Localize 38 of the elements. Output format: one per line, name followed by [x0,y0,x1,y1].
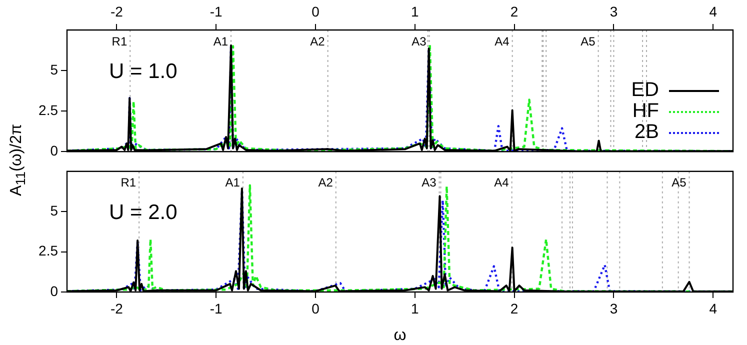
legend-label: HF [632,100,659,122]
x-tick-label: 2 [510,300,518,316]
ref-line-label: A3 [422,176,437,190]
x-axis-title: ω [394,326,406,344]
y-tick-label: 0 [50,142,58,158]
x-tick-label: 3 [610,3,618,20]
x-tick-label: 4 [709,300,718,316]
ref-line-label: A3 [412,34,427,48]
x-tick-label: -2 [110,300,124,316]
x-tick-label: 3 [610,300,618,316]
annotation: U = 2.0 [109,201,178,224]
y-tick-label: 2.5 [38,102,58,118]
ref-line-label: A5 [580,34,596,48]
annotation: U = 1.0 [109,60,178,83]
ref-line-label: A2 [318,176,334,190]
y-tick-label: 2.5 [38,242,58,259]
y-tick-label: 0 [50,282,58,299]
ref-line-label: R1 [120,176,136,190]
y-tick-label: 5 [50,61,58,78]
ref-line-label: A4 [494,176,510,190]
ref-line-label: A4 [494,34,510,48]
legend-label: ED [631,79,659,101]
ref-line-label: A5 [672,176,687,190]
ref-line-label: A1 [213,34,228,48]
y-tick-label: 5 [50,202,58,218]
x-tick-label: 0 [312,300,320,316]
x-tick-label: 1 [411,300,420,316]
x-tick-label: 1 [411,3,420,20]
x-tick-label: -1 [210,300,223,316]
legend-label: 2B [634,121,659,143]
ref-line-label: A2 [310,34,326,48]
x-tick-label: 2 [510,3,518,20]
ref-line-label: A1 [225,176,240,190]
ref-line-label: R1 [112,34,128,48]
x-tick-label: -2 [110,3,124,20]
x-tick-label: 0 [312,3,320,20]
x-tick-label: 4 [709,3,718,20]
x-tick-label: -1 [210,3,223,20]
